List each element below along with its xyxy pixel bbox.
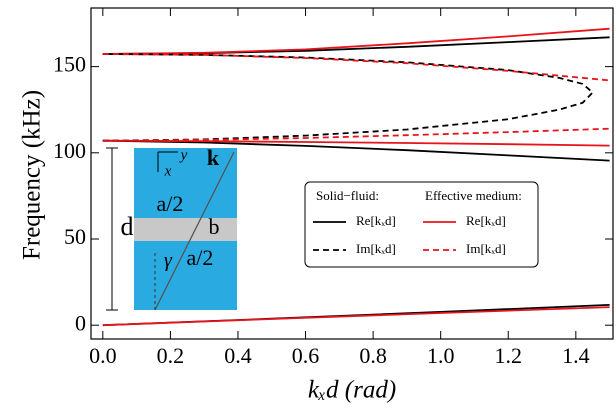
inset-label: d <box>121 212 134 241</box>
curve <box>102 139 610 147</box>
inset-label: a/2 <box>157 191 184 216</box>
y-tick-label: 100 <box>53 138 86 163</box>
inset-label: k <box>207 145 220 170</box>
x-tick-label: 0.8 <box>359 343 387 368</box>
x-tick-label: 0.2 <box>157 343 185 368</box>
legend-title: Solid−fluid: <box>316 188 379 203</box>
legend-label: Im[kₓd] <box>466 241 506 256</box>
x-tick-label: 1.0 <box>427 343 455 368</box>
curves <box>102 27 610 327</box>
inset <box>106 147 237 311</box>
legend: Solid−fluid: Effective medium: Re[kₓd] Re[k… <box>304 181 539 268</box>
legend-label: Re[kₓd] <box>356 213 396 228</box>
curve <box>102 27 610 55</box>
inset-plate <box>134 218 237 241</box>
inset-labels: d a/2 b a/2 k x y γ <box>121 145 220 272</box>
curve <box>102 127 610 142</box>
curve <box>102 306 610 327</box>
x-tick-label: 0.6 <box>292 343 320 368</box>
x-tick-label: 1.4 <box>562 343 590 368</box>
inset-label: x <box>164 163 172 179</box>
x-tick-label: 0.4 <box>224 343 252 368</box>
plot-frame <box>90 7 614 340</box>
y-axis-label: Frequency (kHz) <box>19 90 46 260</box>
legend-box <box>304 181 539 268</box>
y-tick-label: 0 <box>75 310 86 335</box>
legend-label: Im[kₓd] <box>356 241 396 256</box>
legend-title: Effective medium: <box>425 188 522 203</box>
x-tick-label: 1.2 <box>495 343 523 368</box>
inset-label: γ <box>164 250 173 272</box>
y-tick-label: 150 <box>53 52 86 77</box>
x-axis-label: kₓd (rad) <box>308 377 396 404</box>
curve <box>102 53 595 142</box>
inset-label: b <box>209 214 220 239</box>
curve <box>102 53 610 82</box>
inset-label: y <box>179 147 188 163</box>
y-tick-label: 50 <box>64 224 86 249</box>
curve <box>102 139 610 162</box>
inset-label: a/2 <box>187 245 214 270</box>
legend-label: Re[kₓd] <box>466 213 506 228</box>
k-arrow <box>154 151 235 311</box>
x-tick-label: 0.0 <box>89 343 117 368</box>
